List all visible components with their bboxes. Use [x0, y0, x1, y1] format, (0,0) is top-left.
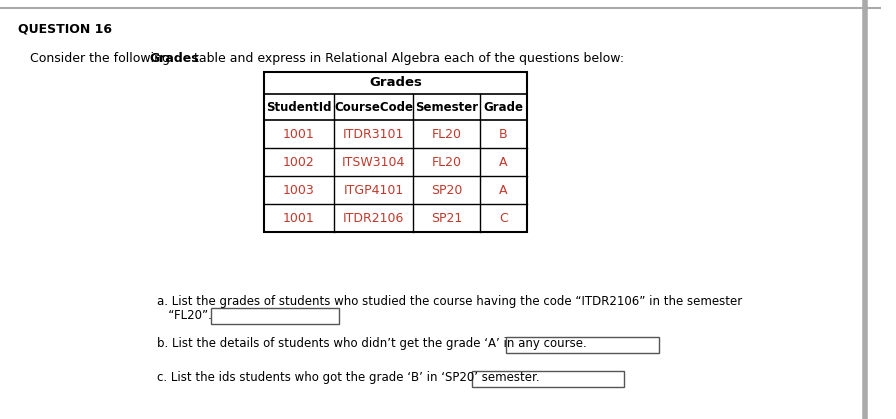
- Text: C: C: [499, 212, 508, 225]
- Text: Grade: Grade: [484, 101, 523, 114]
- Bar: [506, 337, 659, 353]
- Text: A: A: [499, 155, 508, 168]
- Text: ITDR3101: ITDR3101: [343, 127, 404, 140]
- Text: SP20: SP20: [431, 184, 462, 197]
- Text: 1003: 1003: [283, 184, 314, 197]
- Text: 1001: 1001: [283, 127, 314, 140]
- Text: Semester: Semester: [415, 101, 478, 114]
- Bar: [472, 371, 625, 387]
- Text: FL20: FL20: [432, 155, 461, 168]
- Text: c. List the ids students who got the grade ‘B’ in ‘SP20’ semester.: c. List the ids students who got the gra…: [158, 371, 540, 384]
- Text: ITSW3104: ITSW3104: [342, 155, 405, 168]
- Text: A: A: [499, 184, 508, 197]
- Bar: [211, 308, 340, 324]
- Bar: [263, 72, 527, 232]
- Text: Consider the following: Consider the following: [30, 52, 174, 65]
- Text: ITDR2106: ITDR2106: [343, 212, 404, 225]
- Text: B: B: [499, 127, 508, 140]
- Text: StudentId: StudentId: [266, 101, 332, 114]
- Text: CourseCode: CourseCode: [334, 101, 413, 114]
- Text: FL20: FL20: [432, 127, 461, 140]
- Text: Grades: Grades: [369, 77, 422, 90]
- Text: table and express in Relational Algebra each of the questions below:: table and express in Relational Algebra …: [190, 52, 624, 65]
- Text: ITGP4101: ITGP4101: [343, 184, 404, 197]
- Text: QUESTION 16: QUESTION 16: [18, 22, 112, 35]
- Text: 1002: 1002: [283, 155, 314, 168]
- Text: Grades: Grades: [150, 52, 199, 65]
- Text: a. List the grades of students who studied the course having the code “ITDR2106”: a. List the grades of students who studi…: [158, 295, 743, 308]
- Text: SP21: SP21: [431, 212, 462, 225]
- Text: 1001: 1001: [283, 212, 314, 225]
- Text: “FL20”.: “FL20”.: [158, 309, 212, 322]
- Text: b. List the details of students who didn’t get the grade ‘A’ in any course.: b. List the details of students who didn…: [158, 337, 587, 350]
